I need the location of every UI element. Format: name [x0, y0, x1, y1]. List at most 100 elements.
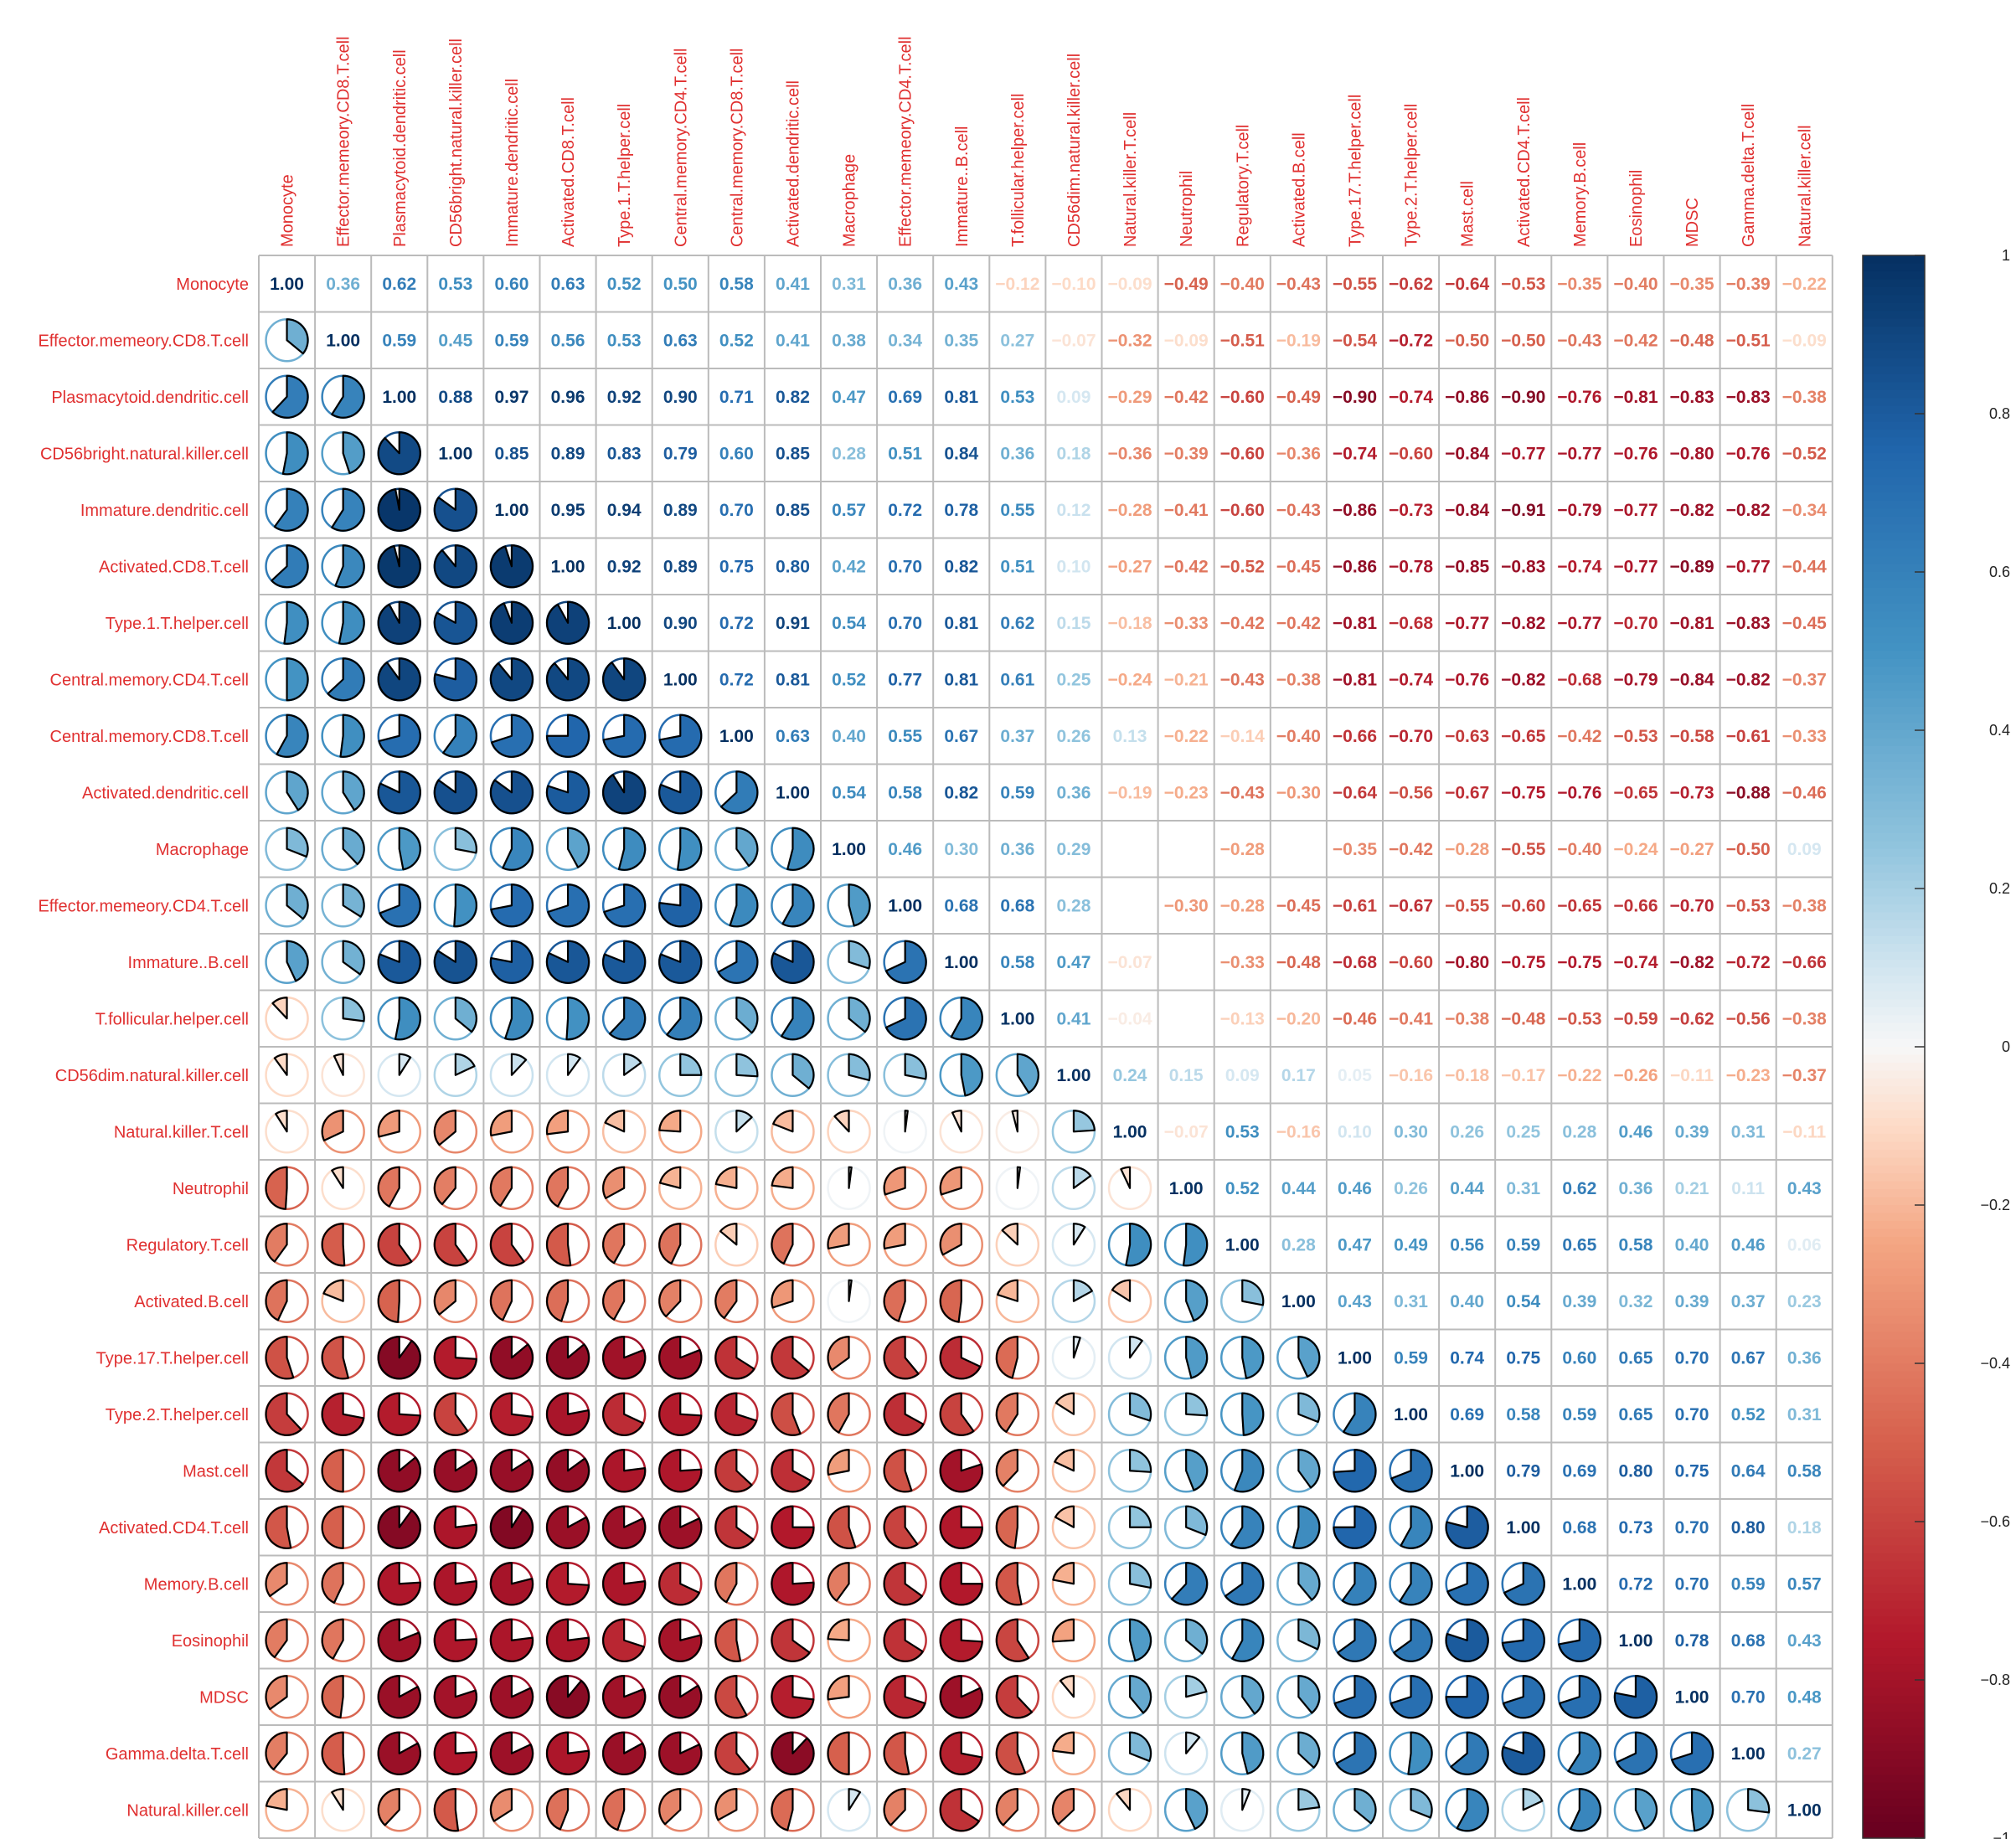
correlation-value-label: 0.72 [719, 614, 754, 633]
pie-slice [848, 1279, 853, 1302]
correlation-value-label: −0.17 [1501, 1066, 1545, 1085]
pie-slice [1128, 1618, 1152, 1662]
correlation-pie [1220, 1618, 1265, 1662]
pie-slice [377, 1223, 413, 1267]
pie-slice [608, 997, 647, 1041]
colorbar-segment [1863, 619, 1925, 628]
correlation-value-label: 0.58 [1000, 953, 1034, 972]
pie-slice [489, 600, 534, 645]
correlation-value-label: −0.44 [1782, 557, 1827, 576]
colorbar-segment [1863, 1506, 1925, 1515]
colorbar-segment [1863, 651, 1925, 660]
colorbar-tick-label: −0.6 [1980, 1513, 2010, 1530]
correlation-pie [321, 1675, 365, 1719]
colorbar-segment [1863, 754, 1925, 763]
correlation-value-label: 0.70 [888, 557, 922, 576]
pie-slice [546, 1336, 590, 1380]
pie-slice [1052, 1562, 1075, 1585]
correlation-value-label: −0.12 [995, 275, 1039, 294]
correlation-value-label: 0.70 [888, 614, 922, 633]
correlation-pie [1389, 1449, 1433, 1493]
correlation-pie [883, 1731, 927, 1775]
colorbar-segment [1863, 1561, 1925, 1570]
column-label: Macrophage [841, 154, 859, 247]
colorbar-segment [1863, 1236, 1925, 1245]
correlation-value-label: 0.84 [944, 444, 978, 463]
correlation-value-label: −0.88 [1726, 783, 1771, 802]
pie-slice [950, 997, 983, 1041]
colorbar-segment [1863, 1553, 1925, 1562]
colorbar-segment [1863, 1640, 1925, 1649]
correlation-value-label: 0.47 [1338, 1235, 1372, 1254]
pie-slice [848, 1053, 871, 1082]
correlation-value-label: 0.67 [944, 727, 978, 746]
correlation-pie [545, 1336, 590, 1380]
correlation-value-label: 0.53 [607, 331, 642, 350]
colorbar-segment [1863, 1806, 1925, 1816]
correlation-value-label: −0.38 [1445, 1009, 1489, 1028]
correlation-pie [1107, 1562, 1152, 1606]
pie-slice [1072, 1336, 1081, 1359]
pie-slice [1072, 1223, 1086, 1246]
pie-slice [377, 431, 421, 476]
correlation-pie [1163, 1505, 1209, 1549]
correlation-value-label: 0.68 [944, 896, 978, 915]
correlation-value-label: −0.55 [1445, 896, 1489, 915]
correlation-value-label: −0.37 [1782, 1066, 1827, 1085]
pie-slice [377, 770, 421, 815]
correlation-pie [321, 1449, 365, 1493]
colorbar-tick-label: 1 [2002, 247, 2010, 264]
pie-slice [566, 827, 590, 868]
correlation-value-label: −0.79 [1613, 670, 1658, 689]
correlation-pie [265, 997, 309, 1041]
correlation-value-label: −0.76 [1726, 444, 1771, 463]
colorbar-segment [1863, 912, 1925, 921]
correlation-pie [883, 1788, 927, 1832]
correlation-pie [827, 1731, 871, 1775]
colorbar-segment [1863, 928, 1925, 937]
correlation-pie [939, 1166, 983, 1210]
correlation-value-label: −0.43 [1220, 670, 1265, 689]
correlation-value-label: −0.40 [1276, 727, 1321, 746]
colorbar-segment [1863, 1371, 1925, 1380]
correlation-value-label: 0.77 [888, 670, 922, 689]
pie-slice [377, 657, 421, 702]
correlation-value-label: −0.35 [1333, 840, 1377, 859]
correlation-value-label: −0.82 [1726, 501, 1771, 520]
correlation-pie [1051, 1110, 1096, 1154]
correlation-pie [939, 1618, 983, 1662]
correlation-value-label: 0.38 [832, 331, 866, 350]
pie-slice [602, 1223, 626, 1265]
correlation-value-label: 0.36 [888, 275, 922, 294]
correlation-value-label: 0.49 [1394, 1235, 1428, 1254]
correlation-value-label: −0.74 [1389, 388, 1433, 407]
pie-slice [433, 1675, 477, 1719]
pie-slice [735, 997, 759, 1034]
pie-slice [658, 1788, 682, 1826]
correlation-value-label: −0.36 [1276, 444, 1321, 463]
correlation-value-label: −0.53 [1613, 727, 1658, 746]
correlation-value-label: 0.28 [1057, 896, 1091, 915]
correlation-value-label: 0.37 [1731, 1292, 1766, 1311]
correlation-pie [658, 713, 703, 758]
correlation-value-label: 0.47 [1057, 953, 1091, 972]
correlation-pie [995, 1223, 1040, 1267]
correlation-pie [601, 1223, 647, 1267]
correlation-pie [1389, 1675, 1433, 1719]
pie-slice [265, 1675, 288, 1711]
pie-slice [714, 1392, 758, 1436]
column-label: Monocyte [279, 174, 297, 247]
correlation-pie [545, 1166, 590, 1210]
column-label: Activated.CD4.T.cell [1515, 97, 1534, 247]
row-label: Eosinophil [172, 1632, 249, 1651]
correlation-pie [377, 1449, 421, 1493]
colorbar-segment [1863, 658, 1925, 667]
pie-slice [602, 1392, 644, 1436]
correlation-value-label: −0.22 [1557, 1066, 1601, 1085]
correlation-value-label: 0.59 [1506, 1235, 1540, 1254]
pie-slice [377, 1110, 400, 1138]
pie-slice [275, 1110, 288, 1133]
correlation-value-label: 0.91 [776, 614, 810, 633]
pie-slice [658, 940, 703, 984]
colorbar-segment [1863, 1118, 1925, 1127]
